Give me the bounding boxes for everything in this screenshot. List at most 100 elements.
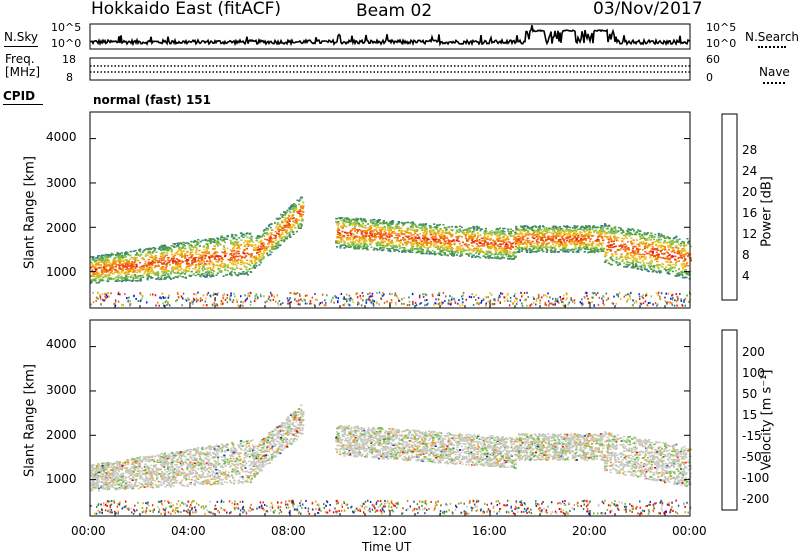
data-cell <box>155 255 157 257</box>
data-cell <box>145 261 147 263</box>
data-cell <box>506 255 508 257</box>
data-cell <box>91 269 93 271</box>
data-cell <box>491 232 493 234</box>
data-cell <box>456 254 458 256</box>
data-cell <box>163 259 165 261</box>
data-cell <box>247 242 249 244</box>
data-cell <box>538 226 540 228</box>
data-cell <box>433 245 435 247</box>
data-cell <box>643 238 645 240</box>
data-cell <box>505 242 507 244</box>
data-cell <box>235 274 237 276</box>
data-cell <box>607 228 609 230</box>
data-cell <box>188 257 190 259</box>
data-cell <box>245 235 247 237</box>
data-cell <box>479 257 481 259</box>
data-cell <box>536 239 538 241</box>
data-cell <box>120 273 122 275</box>
data-cell <box>623 235 625 237</box>
data-cell <box>240 239 242 241</box>
data-cell <box>133 278 135 280</box>
data-cell <box>656 252 658 254</box>
data-cell <box>298 204 300 206</box>
data-cell <box>459 226 461 228</box>
data-cell <box>521 232 523 234</box>
data-cell <box>174 243 176 245</box>
data-cell <box>165 261 167 263</box>
data-cell <box>399 248 401 250</box>
data-cell <box>626 238 628 240</box>
data-cell <box>367 223 369 225</box>
data-cell <box>395 233 397 235</box>
data-cell <box>238 259 240 261</box>
data-cell <box>602 229 604 231</box>
data-cell <box>250 257 252 259</box>
data-cell <box>585 240 587 242</box>
data-cell <box>223 245 225 247</box>
data-cell <box>468 244 470 246</box>
data-cell <box>629 262 631 264</box>
data-cell <box>472 245 474 247</box>
data-cell <box>352 225 354 227</box>
data-cell <box>195 253 197 255</box>
data-cell <box>131 257 133 259</box>
data-cell <box>180 269 182 271</box>
data-cell <box>243 242 245 244</box>
data-cell <box>658 235 660 237</box>
data-cell <box>569 239 571 241</box>
data-cell <box>130 251 132 253</box>
data-cell <box>679 239 681 241</box>
data-cell <box>653 239 655 241</box>
data-cell <box>396 235 398 237</box>
data-cell <box>411 234 413 236</box>
data-cell <box>385 239 387 241</box>
data-cell <box>275 231 277 233</box>
data-cell <box>618 227 620 229</box>
noise-sky-line <box>90 25 690 44</box>
data-cell <box>634 253 636 255</box>
data-cell <box>132 274 134 276</box>
data-cell <box>631 238 633 240</box>
data-cell <box>476 246 478 248</box>
data-cell <box>339 247 341 249</box>
data-cell <box>160 279 162 281</box>
data-cell <box>177 271 179 273</box>
data-cell <box>295 220 297 222</box>
data-cell <box>661 266 663 268</box>
data-cell <box>438 232 440 234</box>
data-cell <box>160 262 162 264</box>
data-cell <box>224 255 226 257</box>
data-cell <box>533 243 535 245</box>
data-cell <box>143 259 145 261</box>
data-cell <box>450 229 452 231</box>
data-cell <box>142 276 144 278</box>
data-cell <box>652 246 654 248</box>
data-cell <box>144 263 146 265</box>
data-cell <box>202 240 204 242</box>
data-cell <box>384 231 386 233</box>
data-cell <box>523 239 525 241</box>
data-cell <box>224 249 226 251</box>
data-cell <box>374 233 376 235</box>
data-cell <box>227 270 229 272</box>
data-cell <box>337 227 339 229</box>
data-cell <box>674 252 676 254</box>
data-cell <box>234 262 236 264</box>
data-cell <box>452 248 454 250</box>
data-cell <box>198 268 200 270</box>
freq-panel-frame <box>90 58 690 80</box>
data-cell <box>405 232 407 234</box>
data-cell <box>113 266 115 268</box>
data-cell <box>142 257 144 259</box>
data-cell <box>266 253 268 255</box>
data-cell <box>237 241 239 243</box>
data-cell <box>496 239 498 241</box>
data-cell <box>650 232 652 234</box>
radar-summary-plot <box>0 0 800 554</box>
noise-panel-frame <box>90 24 690 49</box>
data-cell <box>142 252 144 254</box>
data-cell <box>652 242 654 244</box>
data-cell <box>591 229 593 231</box>
data-cell <box>198 265 200 267</box>
data-cell <box>186 255 188 257</box>
